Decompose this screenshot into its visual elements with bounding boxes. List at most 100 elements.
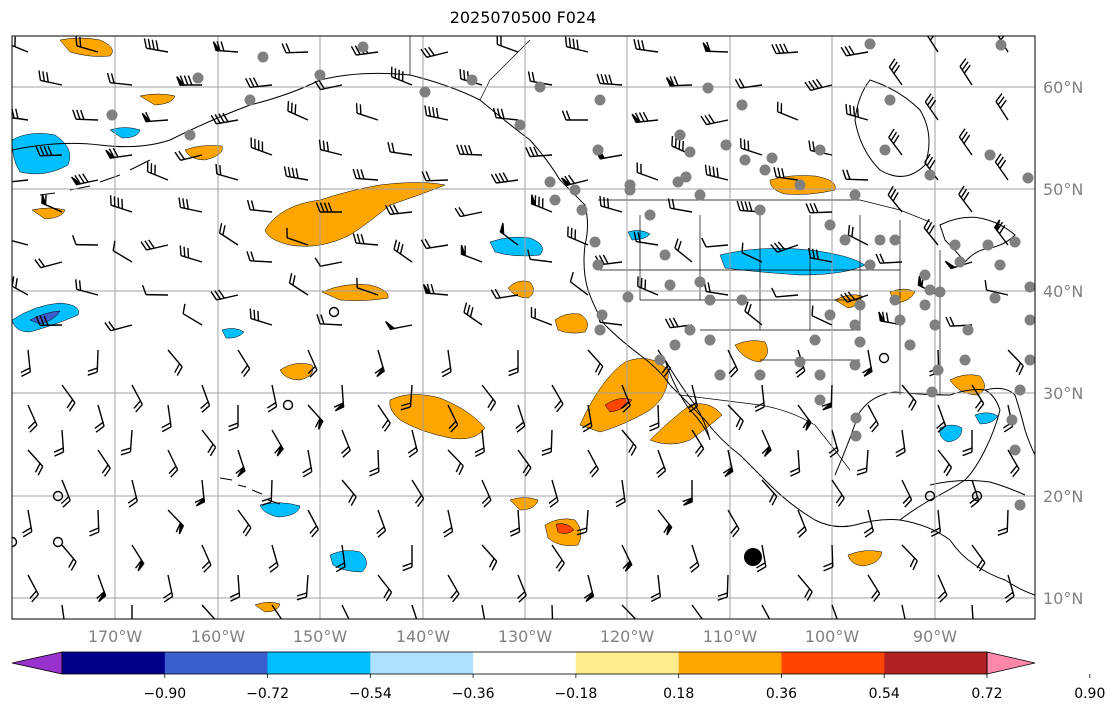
wind-barb (727, 509, 740, 538)
colorbar-tick-label: 0.36 (766, 686, 797, 702)
wind-barb (228, 405, 239, 432)
wind-barb (771, 43, 799, 55)
coastline-aleutians (39, 159, 151, 196)
wind-barb (842, 169, 869, 181)
wind-barb (496, 36, 519, 53)
colorbar-tick-label: 0.72 (971, 686, 1002, 702)
wind-barb (61, 384, 76, 412)
station-marker (594, 94, 606, 106)
lat-label: 60°N (1043, 78, 1083, 97)
wind-barb (355, 103, 379, 121)
station-marker (1014, 384, 1026, 396)
wind-barb (551, 384, 564, 413)
wind-barb (237, 509, 252, 537)
wind-barb (620, 384, 631, 413)
station-marker (736, 294, 748, 306)
lon-label: 130°W (498, 627, 553, 646)
lon-label: 100°W (805, 627, 860, 646)
wind-barb (895, 429, 906, 458)
shaded-field-region (279, 363, 313, 381)
wind-barb (727, 404, 744, 431)
station-marker (1022, 172, 1034, 184)
wind-barb (105, 147, 133, 159)
wind-barb (530, 194, 553, 213)
wind-barb (665, 75, 693, 87)
wind-barb (481, 604, 486, 619)
shaded-field-region (109, 127, 141, 139)
wind-barb (146, 161, 169, 181)
wind-barb (127, 479, 139, 508)
wind-barb (797, 404, 812, 431)
wind-barb (599, 195, 623, 213)
wind-barb (831, 604, 838, 619)
calm-station-marker (328, 306, 340, 318)
wind-barb (94, 404, 105, 433)
lat-label: 30°N (1043, 384, 1083, 403)
station-marker (919, 269, 931, 281)
wind-barb (244, 77, 273, 88)
wind-barbs (12, 36, 1024, 619)
colorbar-tick-label: −0.54 (349, 686, 392, 702)
latitude-labels: 60°N 50°N 40°N 30°N 20°N 10°N (1043, 78, 1083, 608)
wind-barb (109, 195, 133, 213)
wind-barb (727, 349, 739, 378)
station-marker (1024, 281, 1035, 293)
wind-barb (490, 172, 519, 184)
wind-barb (481, 384, 497, 412)
calm-station-marker (878, 352, 890, 364)
wind-barb (937, 449, 953, 477)
wind-barb (174, 150, 203, 162)
wind-barb (701, 237, 729, 248)
wind-barb (377, 574, 393, 602)
station-marker (576, 204, 588, 216)
wind-barb (286, 227, 309, 246)
wind-barb (463, 302, 483, 326)
colorbar-segment (884, 652, 988, 674)
wind-barb (12, 108, 29, 121)
station-marker (849, 359, 861, 371)
wind-barb (596, 73, 623, 86)
wind-barb (887, 185, 903, 213)
colorbar-segment (267, 652, 371, 674)
wind-barb (75, 36, 99, 53)
calm-station-marker (971, 490, 983, 502)
wind-barb (923, 218, 939, 246)
station-marker (669, 339, 681, 351)
colorbar-segment (473, 652, 577, 674)
station-marker (962, 324, 974, 336)
wind-barb (352, 233, 379, 246)
wind-barb (106, 72, 133, 86)
wind-barb (296, 574, 309, 601)
wind-barb (741, 242, 763, 263)
wind-barb (12, 36, 29, 53)
wind-barb (307, 404, 324, 430)
wind-barb (120, 429, 133, 456)
shaded-field-region (649, 403, 723, 445)
station-marker (754, 204, 766, 216)
wind-barb (335, 544, 346, 573)
wind-barb (182, 303, 203, 326)
wind-barb (176, 75, 202, 86)
wind-barb (527, 249, 553, 263)
wind-barb (808, 247, 833, 263)
wind-barb (314, 79, 343, 91)
wind-barb (971, 544, 986, 572)
wind-barb (739, 138, 763, 156)
wind-barb (867, 574, 881, 603)
shaded-field-region (12, 133, 71, 175)
wind-barb (167, 349, 183, 376)
shaded-field-region (604, 398, 633, 413)
wind-barb (847, 224, 869, 246)
wind-barb (420, 46, 449, 59)
wind-barb (318, 139, 343, 156)
wind-barb (789, 449, 801, 477)
station-marker (984, 149, 996, 161)
calm-station-marker (282, 399, 294, 411)
coastlines (12, 72, 1035, 596)
wind-barb (61, 544, 77, 571)
station-marker (1009, 444, 1021, 456)
wind-barb (407, 429, 419, 458)
wind-barb (307, 349, 318, 378)
wind-barb (621, 429, 637, 456)
wind-barb (993, 219, 1009, 246)
